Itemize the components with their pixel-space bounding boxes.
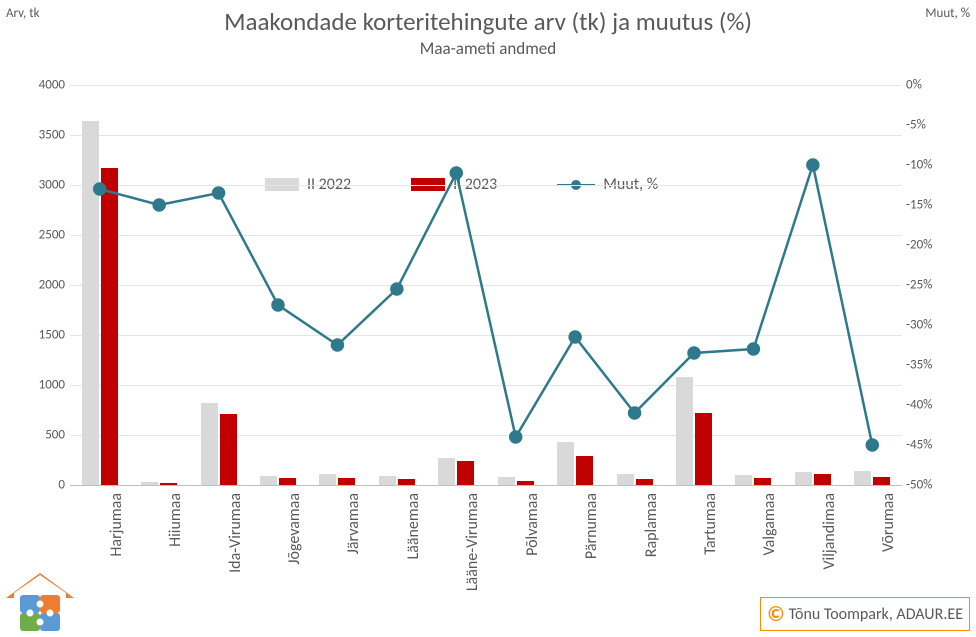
line-marker <box>391 283 403 295</box>
y-tick-right: -30% <box>906 318 950 333</box>
y-tick-right: -25% <box>906 278 950 293</box>
y-tick-right: -5% <box>906 118 950 133</box>
y-tick-right: -15% <box>906 198 950 213</box>
y-tick-left: 1000 <box>15 378 65 393</box>
y-tick-right: -10% <box>906 158 950 173</box>
line-marker <box>569 331 581 343</box>
x-axis-label: Ida-Virumaa <box>226 493 245 573</box>
line-series <box>70 85 902 485</box>
x-axis-label: Võrumaa <box>879 493 898 552</box>
y-tick-left: 0 <box>15 478 65 493</box>
y-tick-right: -35% <box>906 358 950 373</box>
y-tick-left: 3500 <box>15 128 65 143</box>
line-marker <box>510 431 522 443</box>
y-axis-right-label: Muut, % <box>925 6 970 21</box>
line-marker <box>807 159 819 171</box>
line-marker <box>688 347 700 359</box>
y-tick-right: -20% <box>906 238 950 253</box>
x-axis-label: Järvamaa <box>344 493 363 554</box>
y-tick-left: 3000 <box>15 178 65 193</box>
x-axis-label: Harjumaa <box>107 493 126 557</box>
y-tick-left: 2000 <box>15 278 65 293</box>
chart-subtitle: Maa-ameti andmed <box>0 38 976 59</box>
line-marker <box>272 299 284 311</box>
x-axis-label: Pärnumaa <box>582 493 601 559</box>
line-marker <box>450 167 462 179</box>
line-marker <box>331 339 343 351</box>
y-tick-right: 0% <box>906 78 950 93</box>
y-tick-left: 2500 <box>15 228 65 243</box>
x-axis-label: Hiiumaa <box>166 493 185 547</box>
x-axis-label: Tartumaa <box>701 493 720 555</box>
plot-area: II 2022 II 2023 Muut, % 0500100015002000… <box>70 85 902 486</box>
y-tick-right: -45% <box>906 438 950 453</box>
line-marker <box>866 439 878 451</box>
y-tick-left: 1500 <box>15 328 65 343</box>
x-axis-label: Viljandimaa <box>820 493 839 570</box>
y-tick-left: 500 <box>15 428 65 443</box>
y-tick-right: -40% <box>906 398 950 413</box>
x-axis-label: Raplamaa <box>642 493 661 557</box>
chart-container: Maakondade korteritehingute arv (tk) ja … <box>0 0 976 637</box>
line-marker <box>629 407 641 419</box>
x-axis-label: Läänemaa <box>404 493 423 560</box>
y-tick-right: -50% <box>906 478 950 493</box>
line-marker <box>747 343 759 355</box>
x-axis-label: Jõgevamaa <box>285 493 304 565</box>
line-marker <box>94 183 106 195</box>
x-axis-label: Lääne-Virumaa <box>463 493 482 591</box>
y-axis-left-label: Arv, tk <box>6 6 39 21</box>
credit-badge: © Tõnu Toompark, ADAUR.EE <box>760 597 970 631</box>
x-axis-label: Põlvamaa <box>523 493 542 556</box>
logo-icon <box>6 573 74 631</box>
y-tick-left: 4000 <box>15 78 65 93</box>
copyright-icon: © <box>767 601 785 627</box>
credit-text: Tõnu Toompark, ADAUR.EE <box>789 605 963 624</box>
x-axis-label: Valgamaa <box>760 493 779 556</box>
chart-title: Maakondade korteritehingute arv (tk) ja … <box>0 6 976 37</box>
line-marker <box>153 199 165 211</box>
line-marker <box>213 187 225 199</box>
